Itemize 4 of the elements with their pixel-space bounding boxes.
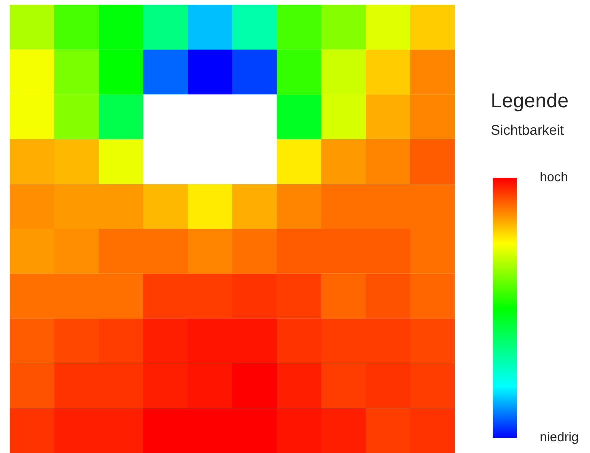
color-bar-label: hoch <box>540 170 568 185</box>
color-bar-title: Sichtbarkeit <box>491 122 564 138</box>
legend-title: Legende <box>491 90 569 113</box>
color-bar-label: niedrig <box>540 430 580 445</box>
